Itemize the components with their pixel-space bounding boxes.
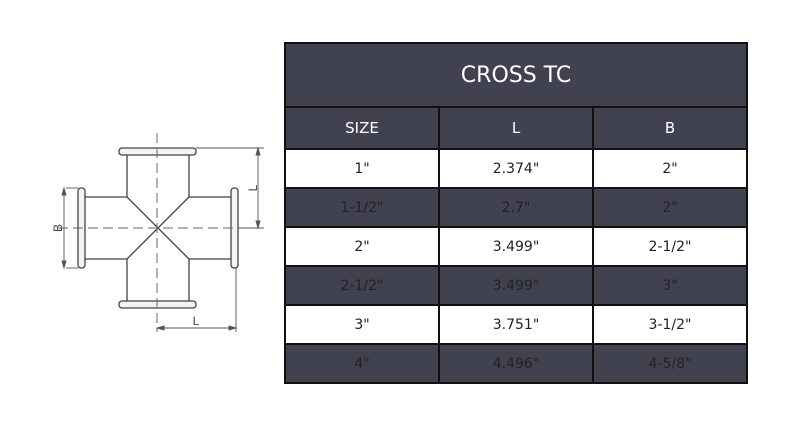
header-size: SIZE [284,106,440,150]
cell-size: 1-1/2" [284,187,440,228]
cell-b: 2" [592,187,748,228]
cell-l: 4.496" [438,343,594,384]
cross-tc-spec-table: CROSS TC SIZE L B 1" 2.374" 2" 1-1/2" 2.… [284,42,748,384]
table-title: CROSS TC [284,42,748,108]
table-row: 1" 2.374" 2" [284,148,748,189]
cell-b: 3" [592,265,748,306]
center-lines [58,133,268,332]
cell-l: 2.7" [438,187,594,228]
cell-size: 4" [284,343,440,384]
cell-l: 2.374" [438,148,594,189]
cell-b: 4-5/8" [592,343,748,384]
cell-l: 3.751" [438,304,594,345]
table-row: 4" 4.496" 4-5/8" [284,343,748,384]
header-l: L [438,106,594,150]
table-row: 1-1/2" 2.7" 2" [284,187,748,228]
cell-size: 1" [284,148,440,189]
cell-l: 3.499" [438,226,594,267]
dimension-label-l-horizontal: L [193,314,200,328]
table-row: 3" 3.751" 3-1/2" [284,304,748,345]
cell-b: 3-1/2" [592,304,748,345]
cell-size: 2" [284,226,440,267]
table-header-row: SIZE L B [284,106,748,150]
dimension-label-l-vertical: L [246,184,260,191]
table-row: 2" 3.499" 2-1/2" [284,226,748,267]
cell-b: 2" [592,148,748,189]
header-b: B [592,106,748,150]
table-row: 2-1/2" 3.499" 3" [284,265,748,306]
cross-fitting-drawing: B L L [51,133,268,332]
cell-b: 2-1/2" [592,226,748,267]
dimension-label-b: B [51,224,65,232]
cell-l: 3.499" [438,265,594,306]
cell-size: 2-1/2" [284,265,440,306]
dimension-lines [61,146,264,332]
cell-size: 3" [284,304,440,345]
table-title-row: CROSS TC [284,42,748,108]
